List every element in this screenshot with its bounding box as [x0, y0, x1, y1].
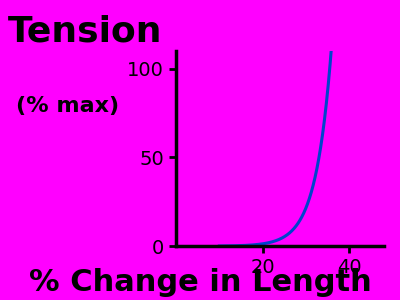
Text: (% max): (% max): [16, 96, 119, 116]
Text: Tension: Tension: [8, 15, 162, 49]
Text: % Change in Length: % Change in Length: [29, 268, 371, 297]
